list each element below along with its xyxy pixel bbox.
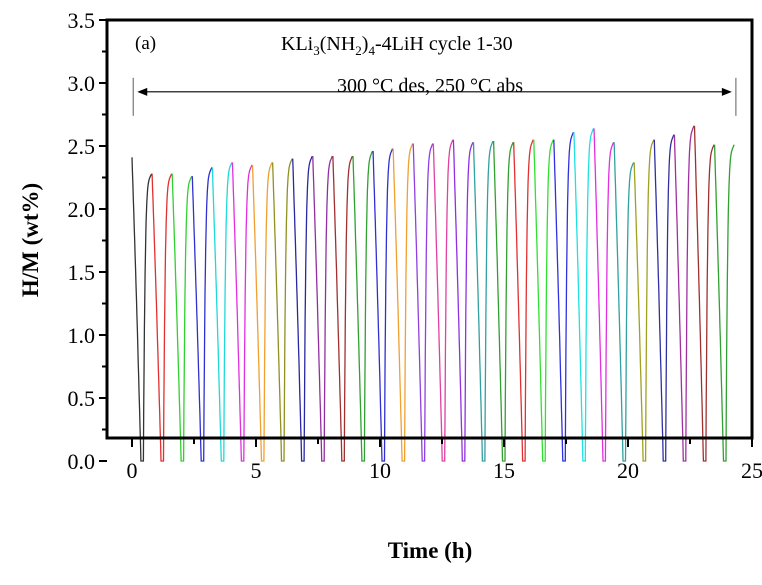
y-axis-label: H/M (wt%) <box>18 183 43 297</box>
cycle-curve-29 <box>695 126 715 461</box>
cycle-curves <box>132 126 734 461</box>
x-tick-label: 5 <box>251 458 262 483</box>
x-tick-label: 0 <box>127 458 138 483</box>
cycle-curve-5 <box>212 162 232 461</box>
cycle-curve-11 <box>333 156 353 461</box>
cycle-curve-24 <box>594 128 614 461</box>
cycle-curve-6 <box>232 162 252 461</box>
cycle-curve-22 <box>554 132 574 461</box>
cycle-curve-16 <box>433 140 453 461</box>
y-axis-ticks: 0.0 0.5 1.0 1.5 2.0 2.5 3.0 3.5 <box>68 8 108 474</box>
chart-subtitle: 300 °C des, 250 °C abs <box>337 75 523 97</box>
cycle-curve-3 <box>172 174 192 461</box>
cycle-curve-18 <box>474 141 494 461</box>
y-tick-label: 2.0 <box>68 197 96 222</box>
x-tick-label: 20 <box>617 458 639 483</box>
y-tick-label: 3.5 <box>68 8 96 33</box>
cycle-curve-4 <box>192 167 212 461</box>
cycle-curve-25 <box>614 142 634 461</box>
x-tick-label: 10 <box>369 458 391 483</box>
range-arrow-right <box>722 88 732 96</box>
cycle-curve-12 <box>353 151 373 461</box>
cycle-curve-1 <box>132 157 152 461</box>
range-arrow-left <box>137 88 147 96</box>
cycle-curve-21 <box>534 140 554 461</box>
cycle-curve-8 <box>273 159 293 461</box>
cycle-curve-23 <box>574 128 594 461</box>
title-mid1: (NH <box>320 33 356 55</box>
y-tick-label: 3.0 <box>68 71 96 96</box>
y-tick-label: 1.0 <box>68 323 96 348</box>
x-tick-label: 15 <box>493 458 515 483</box>
title-mid2: ) <box>362 33 369 55</box>
x-axis-label: Time (h) <box>388 538 473 563</box>
cycle-curve-27 <box>654 135 674 461</box>
panel-label: (a) <box>135 33 156 54</box>
y-tick-label: 1.5 <box>68 260 96 285</box>
cycle-curve-19 <box>494 141 514 461</box>
cycle-curve-7 <box>253 162 273 461</box>
cycle-curve-9 <box>293 156 313 461</box>
cycle-curve-2 <box>152 174 172 461</box>
cycle-curve-30 <box>715 145 735 461</box>
cycle-curve-28 <box>674 126 694 461</box>
title-pre: KLi <box>281 33 314 55</box>
cycle-curve-26 <box>634 140 654 461</box>
y-tick-label: 2.5 <box>68 134 96 159</box>
title-post: -4LiH cycle 1-30 <box>375 33 513 55</box>
y-tick-label: 0.0 <box>68 449 96 474</box>
x-tick-label: 25 <box>741 458 762 483</box>
y-tick-label: 0.5 <box>68 386 96 411</box>
cycle-curve-14 <box>393 144 413 462</box>
cycle-curve-20 <box>514 140 534 461</box>
cycle-curve-15 <box>413 144 433 462</box>
cycle-curve-10 <box>313 156 333 461</box>
chart-title: KLi3(NH2)4-4LiH cycle 1-30 <box>281 33 513 58</box>
cycle-curve-13 <box>373 149 393 462</box>
cycle-curve-17 <box>453 140 473 461</box>
